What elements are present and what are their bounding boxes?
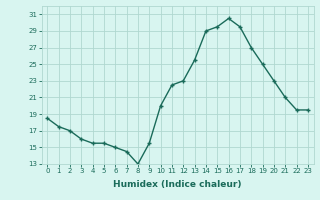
X-axis label: Humidex (Indice chaleur): Humidex (Indice chaleur) <box>113 180 242 189</box>
